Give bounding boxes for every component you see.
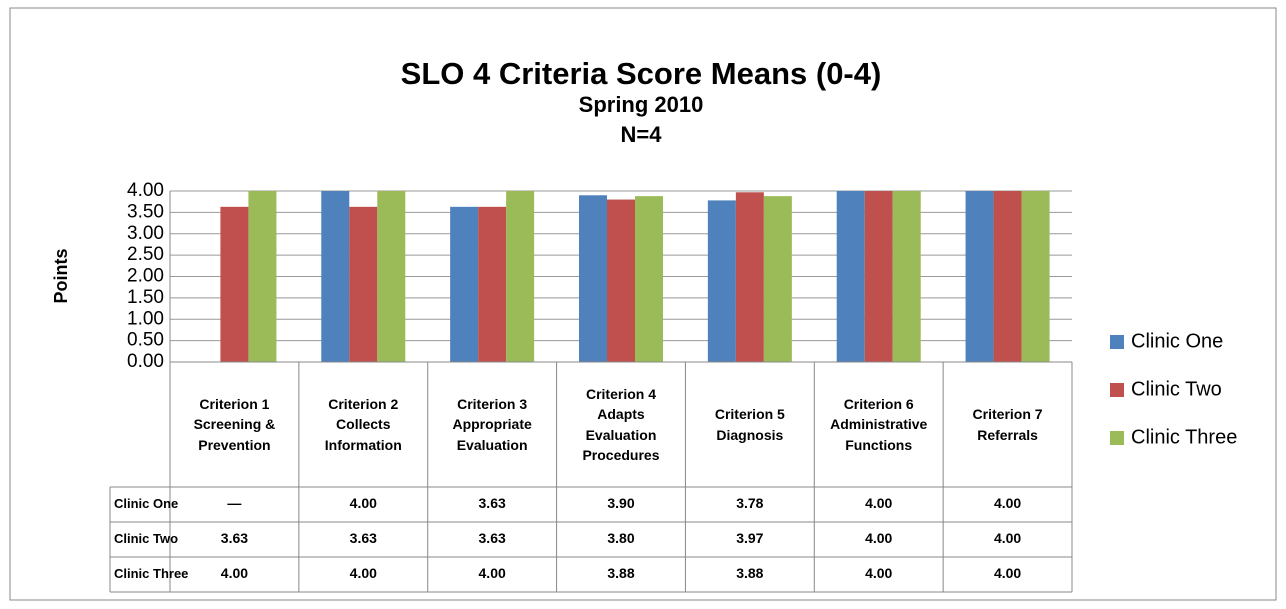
- table-cell: 3.63: [221, 530, 248, 546]
- table-cell: —: [227, 495, 241, 511]
- table-row-header: Clinic Two: [114, 531, 178, 546]
- x-tick-label-box: Criterion 1 Screening & Prevention: [193, 396, 276, 453]
- x-tick-label: Criterion 1 Screening & Prevention: [193, 396, 276, 453]
- bar: [892, 191, 921, 362]
- legend-swatch: [1110, 383, 1124, 397]
- bar: [349, 206, 378, 362]
- bar: [965, 191, 994, 362]
- x-tick-label: Criterion 3 Appropriate Evaluation: [452, 396, 532, 453]
- table-cell: 3.78: [736, 495, 763, 511]
- y-tick-label: 2.00: [127, 266, 164, 287]
- legend-label: Clinic Two: [1131, 378, 1222, 400]
- x-tick-label-box: Criterion 5 Diagnosis: [714, 406, 785, 443]
- legend-label: Clinic Three: [1131, 426, 1237, 448]
- bar: [248, 191, 277, 362]
- bar: [735, 192, 764, 362]
- table-cell: 4.00: [994, 565, 1021, 581]
- table-cell: 3.90: [607, 495, 634, 511]
- legend-swatch: [1110, 335, 1124, 349]
- table-cell: 3.63: [479, 495, 506, 511]
- x-tick-label-box: Criterion 6 Administrative Functions: [830, 396, 928, 453]
- table-cell: 4.00: [350, 495, 377, 511]
- bar: [450, 206, 479, 362]
- table-cell: 4.00: [221, 565, 248, 581]
- bar: [607, 199, 635, 362]
- bar: [864, 191, 893, 362]
- y-tick-label: 3.00: [127, 223, 164, 244]
- table-cell: 4.00: [994, 530, 1021, 546]
- legend-label: Clinic One: [1131, 330, 1223, 352]
- bar: [321, 191, 350, 362]
- table-cell: 3.88: [736, 565, 763, 581]
- table-cell: 4.00: [479, 565, 506, 581]
- table-cell: 4.00: [865, 495, 892, 511]
- bar: [993, 191, 1022, 362]
- x-tick-label-box: Criterion 2 Collects Information: [324, 396, 402, 453]
- bar: [506, 191, 535, 362]
- table-cell: 3.63: [350, 530, 377, 546]
- bar: [478, 206, 507, 362]
- table-cell: 4.00: [865, 565, 892, 581]
- bar: [1021, 191, 1050, 362]
- bar: [377, 191, 406, 362]
- x-tick-label: Criterion 6 Administrative Functions: [830, 396, 928, 453]
- y-tick-label: 4.00: [127, 180, 164, 201]
- x-tick-label: Criterion 2 Collects Information: [324, 396, 402, 453]
- chart-title: SLO 4 Criteria Score Means (0-4): [401, 56, 882, 91]
- x-tick-label: Criterion 7 Referrals: [972, 406, 1043, 443]
- bar: [707, 200, 736, 362]
- y-tick-label: 2.50: [127, 244, 164, 265]
- chart-note: N=4: [621, 122, 663, 147]
- y-tick-label: 0.50: [127, 330, 164, 351]
- y-tick-label: 3.50: [127, 201, 164, 222]
- y-tick-label: 1.00: [127, 308, 164, 329]
- table-cell: 3.80: [607, 530, 634, 546]
- bar: [220, 206, 249, 362]
- x-tick-label-box: Criterion 7 Referrals: [972, 406, 1043, 443]
- table-cell: 3.63: [479, 530, 506, 546]
- table-row-header: Clinic Three: [114, 566, 188, 581]
- y-tick-label: 1.50: [127, 287, 164, 308]
- table-cell: 3.88: [607, 565, 634, 581]
- bar: [763, 196, 792, 362]
- table-cell: 4.00: [865, 530, 892, 546]
- bar: [579, 195, 607, 362]
- bar: [836, 191, 865, 362]
- chart-subtitle: Spring 2010: [579, 92, 704, 117]
- x-tick-label: Criterion 4 Adapts Evaluation Procedures: [582, 385, 660, 463]
- y-tick-label: 0.00: [127, 351, 164, 372]
- table-cell: 3.97: [736, 530, 763, 546]
- table-cell: 4.00: [350, 565, 377, 581]
- table-cell: 4.00: [994, 495, 1021, 511]
- y-axis-label: Points: [51, 248, 71, 303]
- x-tick-label-box: Criterion 3 Appropriate Evaluation: [452, 396, 532, 453]
- table-row-header: Clinic One: [114, 496, 178, 511]
- legend-swatch: [1110, 431, 1124, 445]
- x-tick-label-box: Criterion 4 Adapts Evaluation Procedures: [582, 385, 660, 463]
- x-tick-label: Criterion 5 Diagnosis: [714, 406, 785, 443]
- bar: [635, 196, 663, 362]
